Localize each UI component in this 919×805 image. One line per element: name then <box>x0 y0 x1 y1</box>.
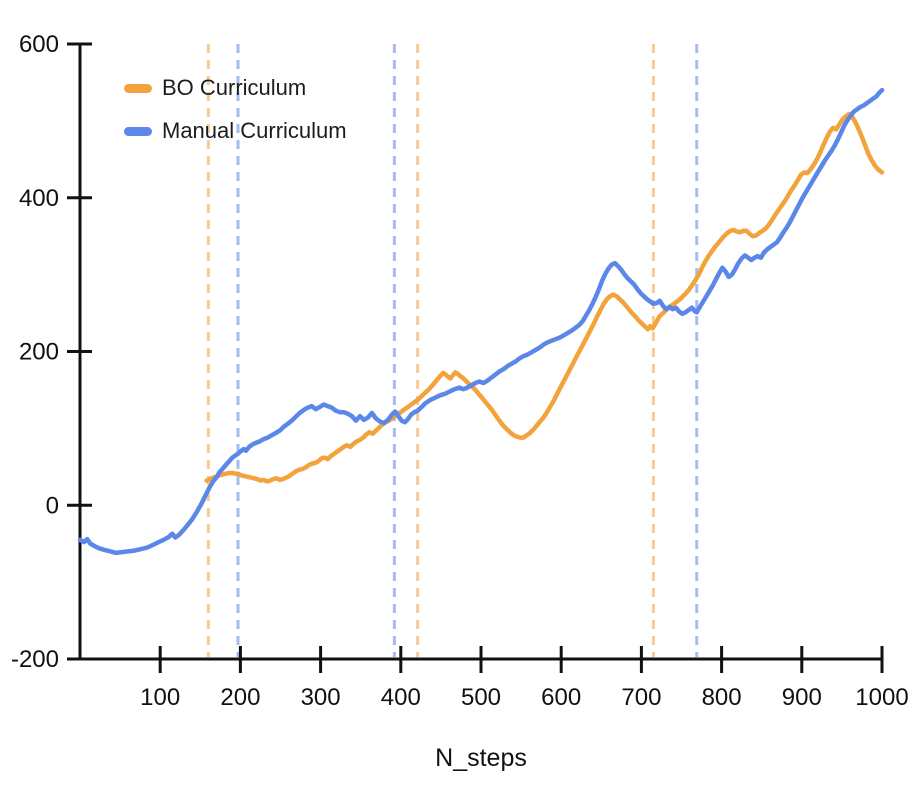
y-tick-label-400: 400 <box>19 185 59 212</box>
y-tick-label-200: 200 <box>19 339 59 366</box>
legend-item-bo-curriculum: BO Curriculum <box>124 75 347 100</box>
x-tick-label-200: 200 <box>220 684 260 711</box>
x-tick-label-800: 800 <box>702 684 742 711</box>
series-line-manual-curriculum <box>77 87 885 556</box>
x-tick-label-500: 500 <box>461 684 501 711</box>
y-tick-label--200: -200 <box>11 646 59 673</box>
x-tick-label-900: 900 <box>782 684 822 711</box>
y-tick-label-0: 0 <box>46 492 59 519</box>
x-tick-label-400: 400 <box>381 684 421 711</box>
x-tick-label-700: 700 <box>621 684 661 711</box>
legend: BO Curriculum Manual Curriculum <box>124 75 347 162</box>
legend-label-bo-curriculum: BO Curriculum <box>162 75 307 100</box>
series-line-bo-curriculum <box>204 111 885 484</box>
legend-item-manual-curriculum: Manual Curriculum <box>124 118 347 143</box>
x-tick-label-300: 300 <box>301 684 341 711</box>
x-tick-label-1000: 1000 <box>855 684 908 711</box>
y-tick-label-600: 600 <box>19 31 59 58</box>
x-tick-label-600: 600 <box>541 684 581 711</box>
manual-curriculum-swatch <box>124 126 152 136</box>
x-tick-label-100: 100 <box>140 684 180 711</box>
x-axis-title: N_steps <box>435 744 527 772</box>
bo-curriculum-swatch <box>124 83 152 93</box>
legend-label-manual-curriculum: Manual Curriculum <box>162 118 347 143</box>
